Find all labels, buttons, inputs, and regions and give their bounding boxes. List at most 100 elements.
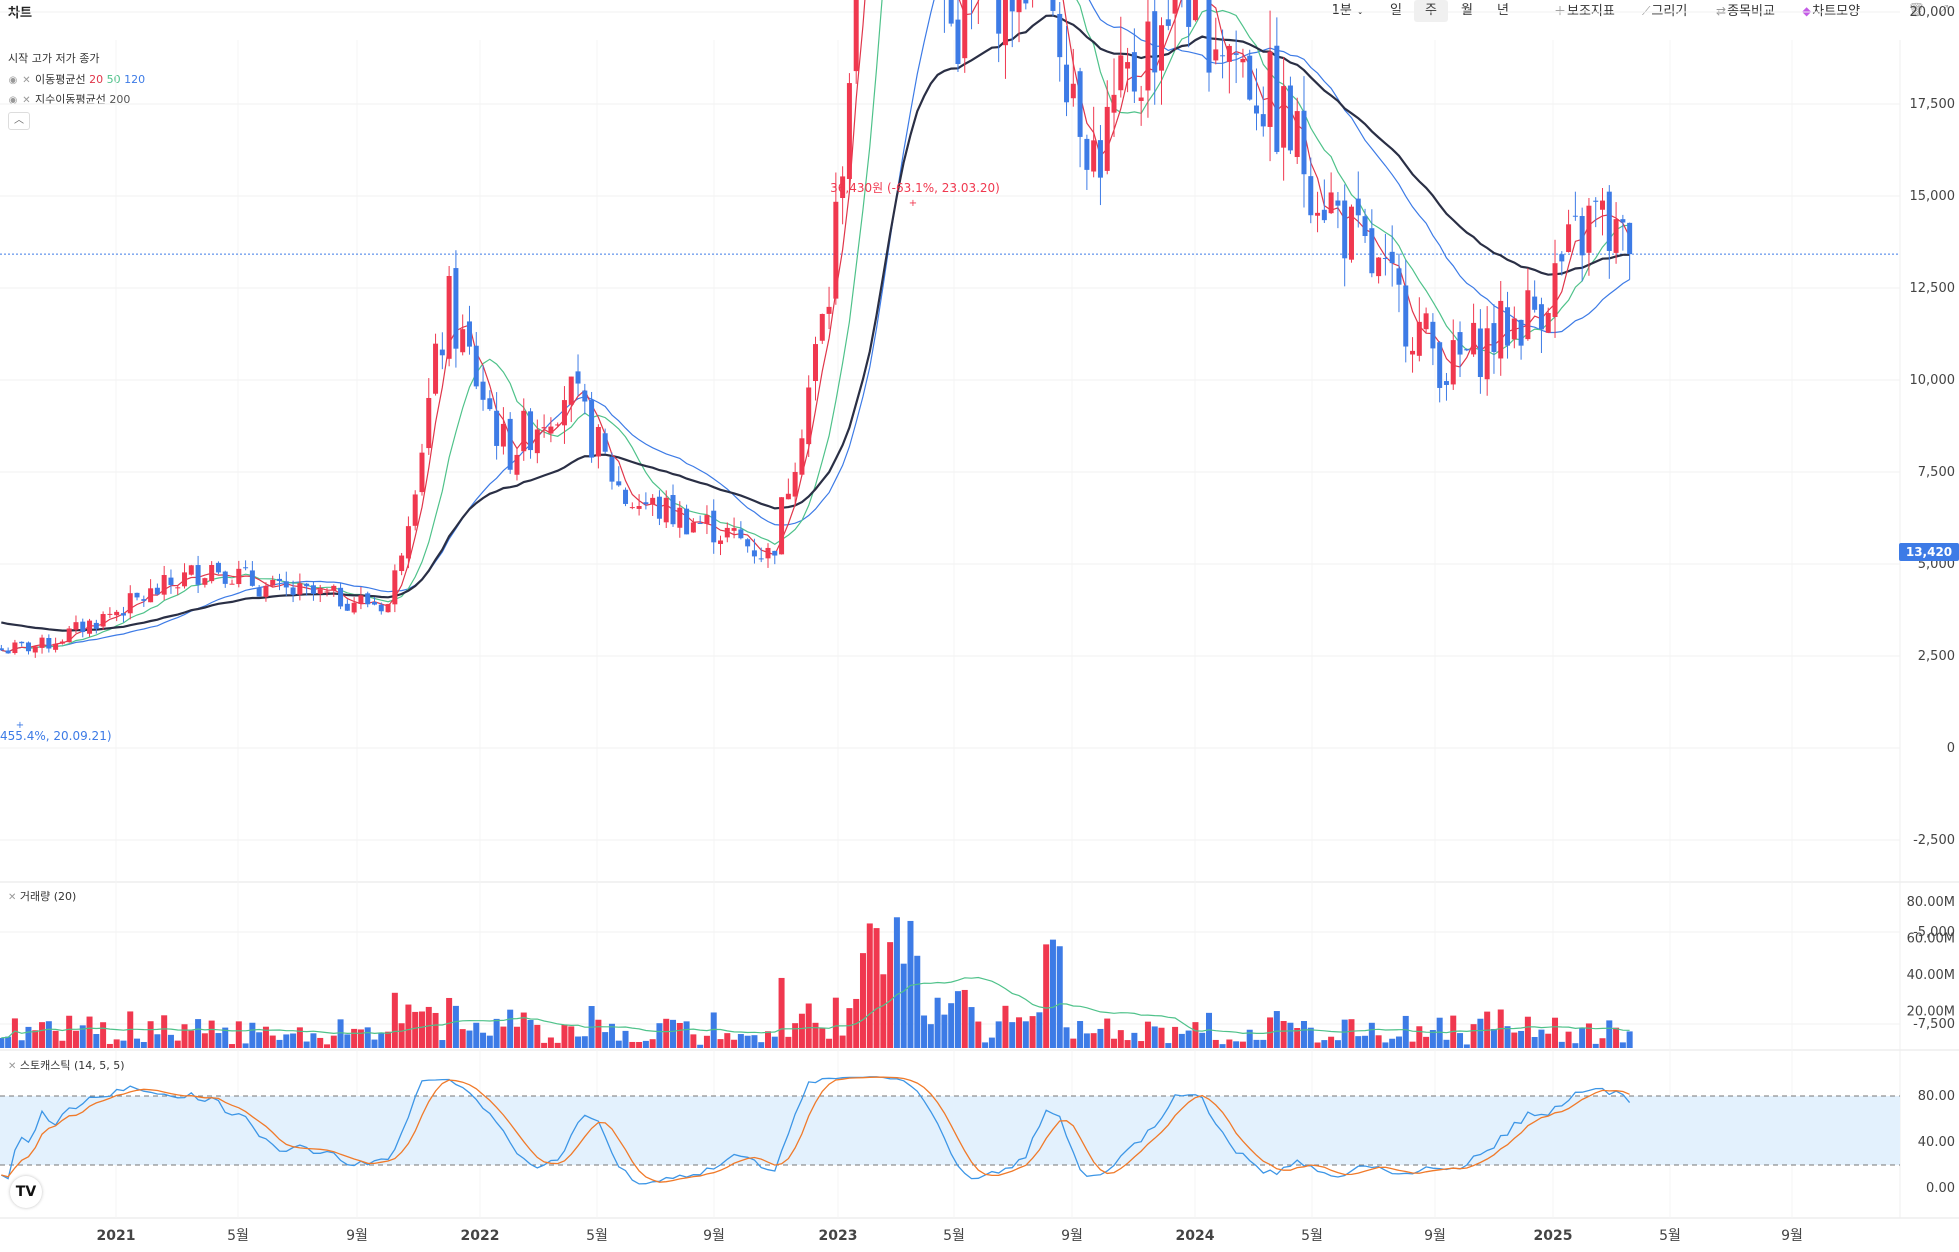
volume-bar [622,1030,629,1048]
volume-bar [1389,1038,1396,1048]
collapse-legend-button[interactable]: ︿ [8,112,30,130]
close-icon[interactable]: ✕ [8,1061,17,1072]
tradingview-logo-icon: TV [10,1176,42,1208]
candle-body [1382,258,1388,260]
volume-bar [1585,1023,1592,1048]
volume-bar [629,1041,636,1048]
volume-bar [412,1011,419,1048]
volume-bar [229,1044,236,1048]
volume-bar [154,1034,161,1048]
volume-bar [45,1021,52,1048]
candle-body [955,19,961,65]
stoch-tick-label: 80.00 [1918,1089,1955,1104]
candle-body [582,390,588,402]
candle-body [833,201,839,299]
volume-bar [106,1043,113,1048]
candle-body [358,595,364,604]
candle-body [195,565,201,585]
volume-bar [1321,1040,1328,1048]
volume-bar [1341,1019,1348,1048]
candle-body [500,423,506,447]
price-tick-label: 17,500 [1910,97,1956,112]
volume-bar [1300,1021,1307,1048]
volume-bar [1409,1041,1416,1048]
stoch-pane-label: ✕ 스토캐스틱 (14, 5, 5) [8,1059,125,1072]
candle-body [405,526,411,559]
candle-body [487,398,493,410]
candle-body [1267,51,1273,127]
candle-body [1552,263,1558,317]
interval-minute-label: 1분 [1331,3,1352,18]
close-icon[interactable]: ✕ [22,75,31,86]
volume-bar [737,1034,744,1048]
volume-bar [201,1033,208,1048]
time-tick-label: 2022 [461,1228,500,1244]
interval-day-button[interactable]: 일 [1390,3,1402,18]
candle-body [1172,0,1178,14]
volume-bar [1070,1038,1077,1048]
candle-body [1538,304,1544,330]
candle-body [222,571,228,584]
volume-bar [805,1003,812,1048]
candle-body [1342,200,1348,259]
close-icon[interactable]: ✕ [8,892,17,903]
candle-body [507,418,513,470]
trash-icon[interactable]: 🗑 [1908,3,1925,18]
interval-year-button[interactable]: 년 [1497,3,1509,18]
volume-bar [269,1035,276,1048]
volume-bar [1490,1028,1497,1048]
interval-month-button[interactable]: 월 [1461,3,1473,18]
time-tick-label: 5월 [1659,1228,1681,1244]
high-annotation: 36,430원 (-63.1%, 23.03.20) [830,181,1000,195]
candle-body [236,568,242,585]
stoch-tick-label: 40.00 [1918,1135,1955,1150]
ma-legend-label: 이동평균선 [35,73,86,86]
stoch-band-fill [0,1096,1900,1165]
volume-bar [697,1044,704,1048]
volume-bar [1246,1029,1253,1048]
volume-bar [1063,1027,1070,1048]
volume-bar [975,1021,982,1048]
chart-title: 차트 [8,6,32,21]
candle-body [453,268,459,349]
interval-week-button[interactable]: 주 [1414,0,1448,22]
candle-body [1620,219,1626,223]
expand-icon[interactable]: ⤢ [1938,3,1949,18]
volume-bar [846,1008,853,1048]
candle-body [0,648,4,651]
candle-body [751,550,757,557]
volume-bar [690,1034,697,1048]
volume-bar [1144,1021,1151,1048]
price-tick-label: 2,500 [1918,649,1955,664]
volume-bar [161,1015,168,1048]
eye-icon[interactable]: ◉ [8,75,18,86]
volume-bar [1077,1021,1084,1048]
candle-body [1016,0,1022,13]
volume-bar [778,977,785,1048]
volume-bar [1552,1017,1559,1048]
candle-body [589,399,595,458]
candle-body [1532,296,1538,310]
close-icon[interactable]: ✕ [22,95,31,106]
candle-body [1477,328,1483,378]
candle-body [1220,55,1226,57]
candle-body [1369,228,1375,274]
volume-bar [1151,1026,1158,1048]
candle-body [1600,200,1606,210]
candle-body [270,579,276,586]
volume-bar [636,1041,643,1048]
volume-bar [100,1022,107,1048]
indicator-lines [1,0,1631,653]
candle-body [819,313,825,341]
volume-bar [1260,1039,1267,1048]
price-tick-label: 15,000 [1910,189,1956,204]
volume-bar [296,1027,303,1048]
eye-icon[interactable]: ◉ [8,95,18,106]
volume-bar [507,1009,514,1048]
candle-body [853,0,859,72]
volume-bar [921,1015,928,1048]
volume-bar [344,1034,351,1048]
volume-bar [1124,1040,1131,1048]
time-tick-label: 9월 [1424,1228,1446,1244]
